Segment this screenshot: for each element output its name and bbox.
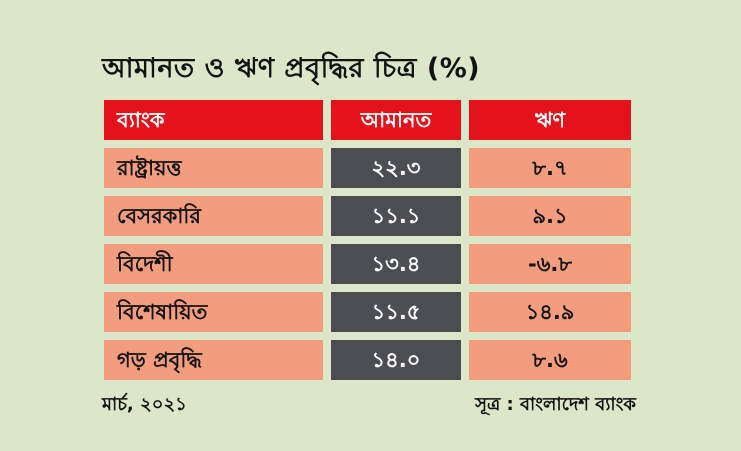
bank-name-cell: রাষ্ট্রায়ত্ত (104, 148, 323, 188)
deposit-value-cell: ১৩.৪ (331, 244, 461, 284)
header-cell-loan: ঋণ (469, 100, 631, 140)
loan-value-cell: -৬.৮ (469, 244, 631, 284)
footer: মার্চ, ২০২১ সূত্র : বাংলাদেশ ব্যাংক (102, 390, 636, 421)
deposit-value-cell: ১১.১ (331, 196, 461, 236)
deposit-value-cell: ২২.৩ (331, 148, 461, 188)
bank-name-cell: বেসরকারি (104, 196, 323, 236)
deposit-value-cell: ১৪.০ (331, 340, 461, 380)
footer-source: সূত্র : বাংলাদেশ ব্যাংক (475, 394, 636, 415)
bank-name-cell: বিদেশী (104, 244, 323, 284)
growth-table: ব্যাংক আমানত ঋণ রাষ্ট্রায়ত্ত ২২.৩ ৮.৭ ব… (104, 100, 631, 380)
loan-value-cell: ১৪.৯ (469, 292, 631, 332)
loan-value-cell: ৯.১ (469, 196, 631, 236)
loan-value-cell: ৮.৭ (469, 148, 631, 188)
bank-name-cell: গড় প্রবৃদ্ধি (104, 340, 323, 380)
deposit-value-cell: ১১.৫ (331, 292, 461, 332)
loan-value-cell: ৮.৬ (469, 340, 631, 380)
bank-name-cell: বিশেষায়িত (104, 292, 323, 332)
header-cell-bank: ব্যাংক (104, 100, 323, 140)
header-cell-deposit: আমানত (331, 100, 461, 140)
footer-date: মার্চ, ২০২১ (102, 394, 187, 415)
chart-title: আমানত ও ঋণ প্রবৃদ্ধির চিত্র (%) (102, 53, 481, 84)
